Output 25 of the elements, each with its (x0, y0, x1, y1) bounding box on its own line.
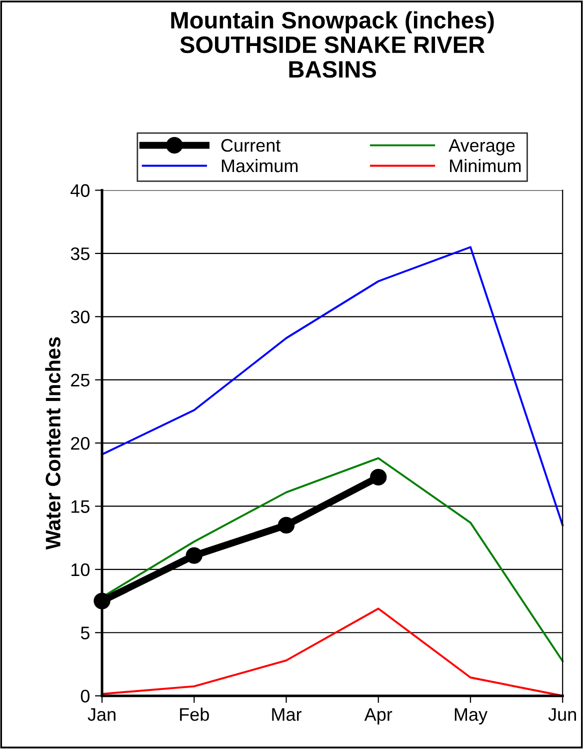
y-axis-title: Water Content Inches (45, 337, 60, 550)
x-tick-label: Mar (272, 708, 302, 721)
legend-label: Current (221, 139, 281, 152)
y-tick-label: 15 (72, 500, 90, 513)
point (370, 468, 387, 486)
x-tick-label: Jun (548, 708, 576, 721)
y-tick-label: 35 (70, 247, 90, 260)
point (278, 516, 295, 534)
y-tick-label: 30 (70, 310, 90, 324)
chart-title: Mountain Snowpack (inches) SOUTHSIDE SNAKE RIVER BASINS (171, 11, 494, 78)
point (94, 592, 110, 610)
x-tick-label: Jan (88, 708, 116, 721)
y-tick-label: 40 (70, 184, 90, 197)
y-tick-label: 10 (72, 563, 90, 576)
y-tick-label: 0 (80, 690, 90, 703)
point (186, 547, 202, 564)
legend-label: Minimum (450, 158, 521, 172)
y-tick-label: 5 (80, 626, 90, 640)
x-tick-label: Feb (180, 708, 209, 721)
y-tick-label: 25 (71, 374, 90, 387)
y-tick-label: 20 (71, 436, 90, 450)
x-tick-label: May (454, 708, 488, 724)
x-tick-label: Apr (364, 708, 392, 724)
legend-label: Average (448, 139, 515, 156)
legend-label: Maximum (222, 158, 298, 172)
